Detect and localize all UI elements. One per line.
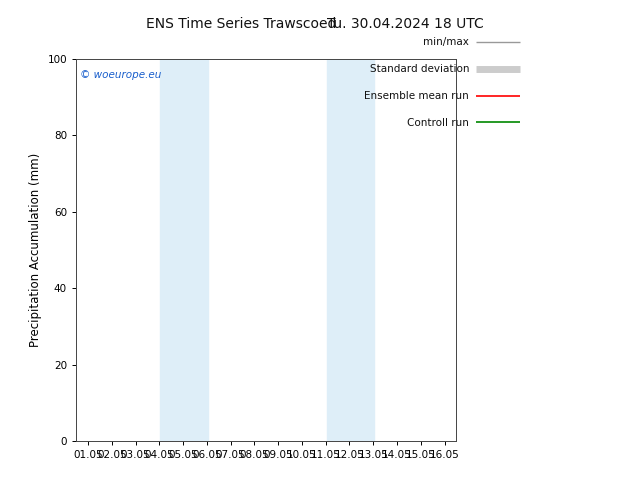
Text: Tu. 30.04.2024 18 UTC: Tu. 30.04.2024 18 UTC — [327, 17, 484, 31]
Text: © woeurope.eu: © woeurope.eu — [80, 70, 161, 80]
Text: Standard deviation: Standard deviation — [370, 64, 469, 74]
Text: Ensemble mean run: Ensemble mean run — [365, 91, 469, 100]
Text: min/max: min/max — [424, 37, 469, 47]
Text: ENS Time Series Trawscoed: ENS Time Series Trawscoed — [146, 17, 336, 31]
Bar — [327, 59, 375, 441]
Y-axis label: Precipitation Accumulation (mm): Precipitation Accumulation (mm) — [29, 153, 42, 347]
Text: Controll run: Controll run — [407, 118, 469, 127]
Bar — [160, 59, 208, 441]
